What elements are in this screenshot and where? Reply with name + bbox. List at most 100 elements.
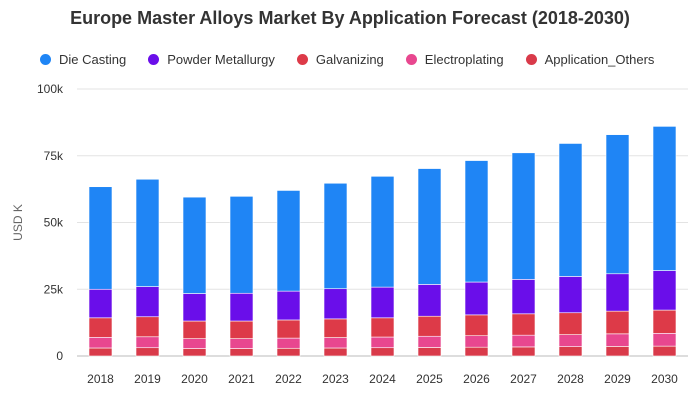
bar-segment-galvanizing[interactable] [135, 316, 160, 338]
legend-swatch-galvanizing [296, 54, 308, 65]
bar-segment-galvanizing[interactable] [464, 314, 489, 337]
bar-segment-powder-metallurgy[interactable] [511, 279, 536, 315]
bar-segment-application-others[interactable] [511, 346, 536, 357]
bar-segment-galvanizing[interactable] [417, 315, 442, 337]
legend-item-application-others[interactable]: Application_Others [525, 52, 654, 67]
x-tick-label: 2020 [181, 372, 208, 386]
bar-segment-powder-metallurgy[interactable] [229, 292, 254, 322]
bar-segment-galvanizing[interactable] [652, 309, 677, 334]
bar-segment-powder-metallurgy[interactable] [558, 276, 583, 314]
x-tick-label: 2023 [322, 372, 349, 386]
bar-segment-powder-metallurgy[interactable] [370, 286, 395, 319]
y-tick-label: 75k [44, 149, 64, 163]
bar-segment-die-casting[interactable] [511, 152, 536, 280]
y-tick-label: 0 [56, 349, 63, 363]
y-tick-label: 25k [44, 282, 64, 296]
x-tick-label: 2030 [651, 372, 678, 386]
bar-segment-galvanizing[interactable] [370, 317, 395, 338]
bar-segment-powder-metallurgy[interactable] [652, 270, 677, 311]
legend-label: Powder Metallurgy [167, 52, 275, 67]
bar-segment-powder-metallurgy[interactable] [417, 284, 442, 317]
legend-swatch-die-casting [40, 54, 51, 65]
chart-legend: Die Casting Powder Metallurgy Galvanizin… [40, 52, 654, 67]
bar-segment-application-others[interactable] [652, 345, 677, 357]
bar-segment-die-casting[interactable] [135, 178, 160, 287]
y-axis-label: USD K [11, 204, 25, 241]
bar-segment-electroplating[interactable] [464, 335, 489, 348]
bar-segment-application-others[interactable] [558, 346, 583, 357]
bar-segment-galvanizing[interactable] [88, 317, 113, 338]
x-tick-label: 2029 [604, 372, 631, 386]
bar-segment-electroplating[interactable] [276, 337, 301, 349]
bars-layer [88, 126, 677, 357]
chart-title: Europe Master Alloys Market By Applicati… [70, 8, 630, 28]
bar-segment-electroplating[interactable] [558, 334, 583, 347]
bar-segment-galvanizing[interactable] [229, 320, 254, 339]
y-tick-label: 100k [37, 82, 64, 96]
bar-segment-application-others[interactable] [417, 347, 442, 357]
bar-segment-application-others[interactable] [88, 347, 113, 357]
bar-segment-application-others[interactable] [605, 346, 630, 357]
bar-segment-electroplating[interactable] [182, 338, 207, 349]
bar-segment-die-casting[interactable] [558, 143, 583, 277]
bar-segment-powder-metallurgy[interactable] [88, 288, 113, 319]
bar-segment-electroplating[interactable] [370, 336, 395, 349]
bar-segment-application-others[interactable] [370, 347, 395, 357]
bar-segment-die-casting[interactable] [417, 168, 442, 285]
legend-item-galvanizing[interactable]: Galvanizing [296, 52, 384, 67]
bar-segment-die-casting[interactable] [370, 176, 395, 288]
x-tick-label: 2021 [228, 372, 255, 386]
bar-segment-electroplating[interactable] [511, 334, 536, 348]
bar-segment-die-casting[interactable] [652, 126, 677, 271]
bar-segment-die-casting[interactable] [276, 190, 301, 292]
bar-segment-electroplating[interactable] [135, 336, 160, 349]
bar-segment-powder-metallurgy[interactable] [276, 290, 301, 321]
x-tick-label: 2026 [463, 372, 490, 386]
bar-segment-powder-metallurgy[interactable] [323, 288, 348, 320]
legend-item-die-casting[interactable]: Die Casting [40, 52, 126, 67]
bar-segment-galvanizing[interactable] [182, 320, 207, 339]
legend-swatch-application-others [525, 54, 537, 65]
legend-label: Electroplating [424, 52, 504, 67]
bar-segment-application-others[interactable] [135, 347, 160, 357]
bar-segment-die-casting[interactable] [229, 196, 254, 294]
bar-segment-die-casting[interactable] [464, 160, 489, 283]
legend-label: Galvanizing [315, 52, 384, 67]
bar-segment-electroplating[interactable] [605, 333, 630, 347]
bar-segment-application-others[interactable] [229, 348, 254, 357]
legend-item-electroplating[interactable]: Electroplating [405, 52, 504, 67]
bar-segment-galvanizing[interactable] [605, 310, 630, 335]
bar-segment-galvanizing[interactable] [511, 313, 536, 336]
bar-segment-application-others[interactable] [464, 346, 489, 357]
bar-segment-galvanizing[interactable] [276, 319, 301, 339]
bar-segment-electroplating[interactable] [229, 338, 254, 349]
x-tick-label: 2018 [87, 372, 114, 386]
x-tick-label: 2022 [275, 372, 302, 386]
legend-item-powder-metallurgy[interactable]: Powder Metallurgy [148, 52, 275, 67]
bar-segment-powder-metallurgy[interactable] [464, 281, 489, 316]
bar-segment-powder-metallurgy[interactable] [182, 293, 207, 322]
bar-segment-galvanizing[interactable] [558, 312, 583, 335]
bar-segment-powder-metallurgy[interactable] [135, 286, 160, 318]
y-tick-label: 50k [44, 216, 64, 230]
bar-segment-electroplating[interactable] [323, 337, 348, 349]
bar-segment-galvanizing[interactable] [323, 318, 348, 338]
bar-segment-electroplating[interactable] [652, 333, 677, 347]
bar-segment-die-casting[interactable] [88, 186, 113, 290]
bar-segment-powder-metallurgy[interactable] [605, 273, 630, 312]
x-tick-label: 2025 [416, 372, 443, 386]
bar-segment-die-casting[interactable] [182, 196, 207, 294]
bar-segment-die-casting[interactable] [323, 182, 348, 290]
bar-segment-electroplating[interactable] [88, 337, 113, 349]
legend-swatch-electroplating [405, 54, 417, 65]
x-tick-label: 2024 [369, 372, 396, 386]
axis-layer: 0 25k 50k 75k 100k USD K 2018 2019 2020 2021 2022 2… [11, 82, 678, 386]
bar-segment-application-others[interactable] [323, 347, 348, 357]
bar-segment-application-others[interactable] [276, 347, 301, 357]
bar-segment-application-others[interactable] [182, 348, 207, 357]
bar-segment-electroplating[interactable] [417, 335, 442, 348]
legend-swatch-powder-metallurgy [148, 54, 160, 65]
bar-segment-die-casting[interactable] [605, 134, 630, 275]
